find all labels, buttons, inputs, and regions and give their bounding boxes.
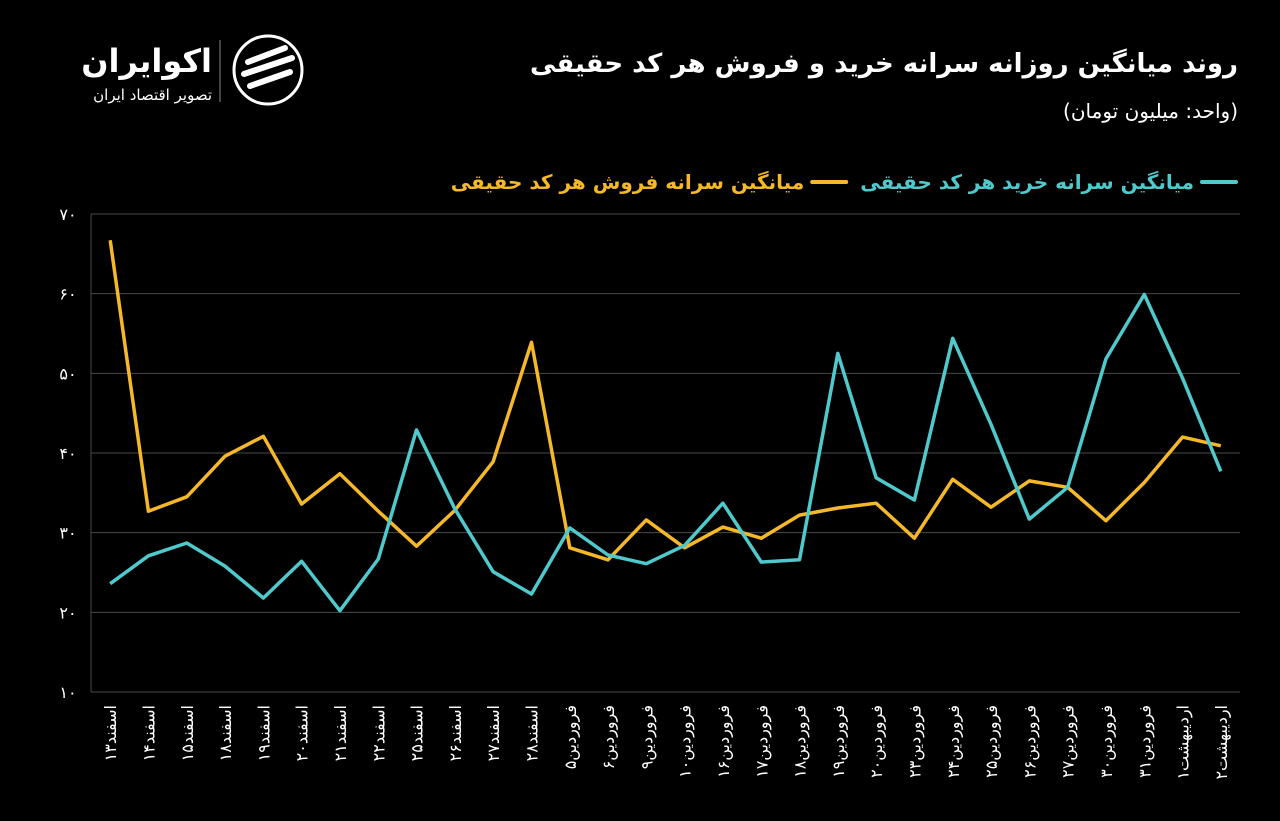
x-tick-label: فروردین۲۶: [1020, 705, 1040, 778]
x-tick-label: اسفند۱۴: [139, 705, 158, 761]
y-tick-label: ۱۰: [59, 683, 76, 702]
x-tick-label: اسفند۲۱: [331, 705, 350, 761]
legend-label: میانگین سرانه خرید هر کد حقیقی: [860, 170, 1194, 194]
chart-subtitle: (واحد: میلیون تومان): [1063, 99, 1238, 123]
y-tick-label: ۲۰: [59, 603, 76, 622]
x-tick-label: اسفند۲۲: [369, 705, 388, 761]
brand-tagline: تصویر اقتصاد ایران: [93, 86, 212, 104]
y-tick-label: ۵۰: [59, 364, 76, 383]
x-tick-label: اسفند۲۰: [293, 705, 312, 761]
x-tick-label: فروردین۲۴: [944, 705, 964, 778]
x-tick-label: اردیبهشت۲: [1212, 705, 1232, 780]
x-tick-label: فروردین۲۵: [982, 705, 1002, 778]
y-tick-label: ۷۰: [59, 205, 76, 224]
x-tick-label: فروردین۳۱: [1135, 705, 1155, 778]
x-tick-label: فروردین۲۳: [905, 705, 925, 778]
logo: اکوایران تصویر اقتصاد ایران: [81, 34, 304, 106]
brand-name: اکوایران: [81, 42, 212, 80]
x-tick-label: اسفند۱۳: [101, 705, 120, 761]
series-line: [109, 292, 1223, 613]
logo-stripes: [241, 45, 295, 89]
x-tick-label: فروردین۲۷: [1059, 705, 1079, 778]
x-tick-label: فروردین۵: [561, 705, 581, 769]
x-tick-label: فروردین۱۷: [752, 705, 772, 778]
x-tick-label: فروردین۲۰: [867, 705, 887, 778]
x-tick-label: فروردین۶: [599, 705, 619, 769]
y-tick-label: ۶۰: [59, 285, 76, 304]
x-tick-label: فروردین۱۸: [791, 705, 811, 778]
x-tick-label: اسفند۲۵: [408, 705, 427, 761]
logo-mark: [232, 34, 304, 106]
x-tick-label: اسفند۱۹: [254, 705, 273, 761]
x-tick-label: اسفند۲۸: [522, 705, 541, 761]
x-tick-label: فروردین۱۶: [714, 705, 734, 778]
legend-label: میانگین سرانه فروش هر کد حقیقی: [451, 170, 804, 194]
y-tick-label: ۳۰: [59, 524, 76, 543]
x-tick-label: فروردین۹: [637, 705, 657, 769]
chart-title: روند میانگین روزانه سرانه خرید و فروش هر…: [530, 48, 1238, 79]
x-tick-label: فروردین۱۹: [829, 705, 849, 778]
x-tick-label: فروردین۱۰: [676, 705, 696, 778]
x-tick-label: اسفند۲۷: [484, 705, 503, 761]
x-tick-label: اسفند۱۸: [216, 705, 235, 761]
series-line: [108, 240, 1222, 562]
x-tick-label: فروردین۳۰: [1097, 705, 1117, 778]
x-tick-label: اسفند۲۶: [446, 705, 465, 761]
x-tick-label: اردیبهشت۱: [1174, 705, 1194, 780]
y-tick-label: ۴۰: [59, 444, 76, 463]
x-tick-label: اسفند۱۵: [178, 705, 197, 761]
